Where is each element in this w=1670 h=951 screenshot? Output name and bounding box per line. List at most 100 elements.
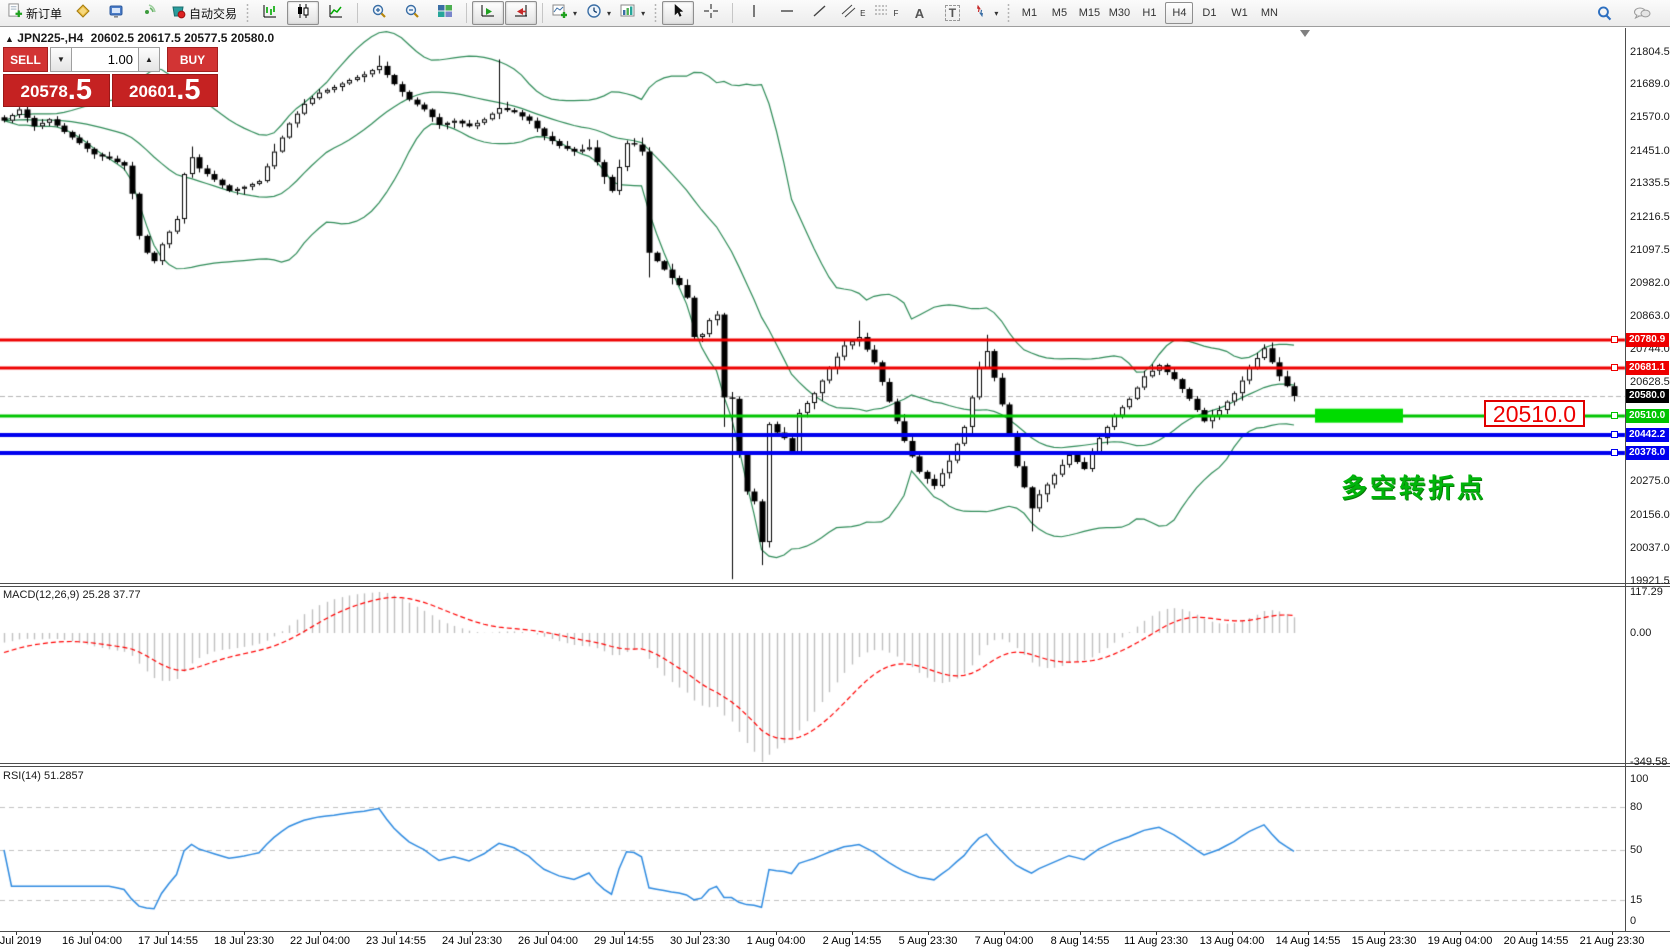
main-chart-canvas[interactable] (0, 28, 1670, 584)
toolbar-grip3[interactable] (1006, 3, 1012, 23)
arrows-icon (973, 3, 989, 24)
level-connector (1611, 412, 1618, 420)
autotrading-icon (170, 3, 186, 24)
time-label: 15 Aug 23:30 (1351, 935, 1417, 947)
timeframe-m1[interactable]: M1 (1021, 7, 1038, 19)
new-order-button[interactable]: 新订单 (4, 1, 66, 25)
signal-icon (141, 3, 157, 24)
text-label-button[interactable]: T (936, 1, 968, 25)
sell-price-frac: .5 (67, 74, 92, 106)
rsi-scale-tick: 15 (1630, 893, 1643, 906)
tile-windows-button[interactable] (429, 1, 461, 25)
text-button[interactable]: A (903, 1, 935, 25)
price-callout[interactable]: 20510.0 (1484, 400, 1585, 427)
zoom-in-button[interactable] (363, 1, 395, 25)
shift-chart-button[interactable] (505, 1, 538, 25)
toolbar-grip[interactable] (245, 3, 251, 23)
pane-separator-rsi[interactable] (0, 763, 1670, 767)
chart-shift-marker[interactable] (1300, 30, 1310, 37)
indicators-caret: ▾ (573, 8, 578, 18)
timeframe-m30[interactable]: M30 (1108, 7, 1131, 19)
fibonacci-button[interactable]: F (870, 1, 902, 25)
candlestick-chart-button[interactable] (287, 1, 320, 25)
indicators-button[interactable]: ▾ (548, 1, 581, 25)
trendline-button[interactable] (804, 1, 836, 25)
price-tick: 20863.0 (1630, 310, 1670, 322)
favorites-button[interactable] (67, 1, 99, 25)
volume-up-button[interactable]: ▲ (138, 47, 160, 72)
time-tick (1384, 932, 1385, 935)
time-label: 18 Jul 23:30 (214, 935, 274, 947)
buy-price-main: 20601 (129, 82, 177, 101)
volume-down-button[interactable]: ▼ (50, 47, 72, 72)
crosshair-button[interactable] (695, 1, 727, 25)
bar-chart-icon (262, 3, 278, 24)
time-label: 17 Jul 14:55 (138, 935, 198, 947)
timeframe-w1[interactable]: W1 (1231, 7, 1248, 19)
level-connector (1611, 364, 1618, 372)
level-connector (1611, 336, 1618, 344)
time-label: 29 Jul 14:55 (594, 935, 654, 947)
autotrading-label: 自动交易 (189, 6, 238, 21)
price-tick: 20156.0 (1630, 508, 1670, 521)
turning-point-annotation[interactable]: 多空转折点 (1341, 473, 1487, 503)
time-axis[interactable]: 4 Jul 2019 16 Jul 04:00 17 Jul 14:55 18 Jul… (0, 932, 1670, 951)
time-tick (396, 932, 397, 935)
time-tick (700, 932, 701, 935)
channel-letter: E (860, 8, 866, 18)
time-tick (1004, 932, 1005, 935)
price-tick: 21097.5 (1630, 244, 1670, 257)
bar-chart-button[interactable] (254, 1, 286, 25)
search-button[interactable] (1588, 1, 1620, 25)
time-tick (168, 932, 169, 935)
new-order-label: 新订单 (26, 6, 63, 21)
time-tick (852, 932, 853, 935)
zoom-out-button[interactable] (396, 1, 428, 25)
time-tick (624, 932, 625, 935)
autotrading-button[interactable]: 自动交易 (166, 1, 241, 25)
signals-button[interactable] (133, 1, 165, 25)
templates-button[interactable]: ▾ (616, 1, 649, 25)
level-price-label: 20510.0 (1626, 408, 1669, 423)
rsi-canvas[interactable] (0, 767, 1670, 930)
autoscroll-icon (480, 3, 496, 24)
pane-separator-macd[interactable] (0, 583, 1670, 587)
vertical-line-button[interactable] (738, 1, 770, 25)
timeframe-m15[interactable]: M15 (1078, 7, 1101, 19)
arrows-caret: ▾ (994, 8, 999, 18)
sell-button[interactable]: SELL (3, 47, 48, 72)
timeframe-h4[interactable]: H4 (1165, 2, 1194, 24)
time-label: 14 Aug 14:55 (1275, 935, 1341, 947)
time-label: 7 Aug 04:00 (974, 935, 1034, 947)
metaeditor-button[interactable] (100, 1, 132, 25)
zoom-out-icon (404, 3, 420, 24)
price-axis-border (1625, 28, 1626, 931)
timeframe-d1[interactable]: D1 (1202, 7, 1217, 19)
chat-button[interactable] (1626, 1, 1658, 25)
buy-price[interactable]: 20601.5 (111, 74, 218, 107)
time-label: 20 Aug 14:55 (1503, 935, 1569, 947)
gold-diamond-icon (75, 3, 91, 24)
line-chart-button[interactable] (320, 1, 352, 25)
buy-button[interactable]: BUY (167, 47, 218, 72)
timeframe-mn[interactable]: MN (1260, 7, 1278, 19)
timeframe-h1[interactable]: H1 (1142, 7, 1157, 19)
macd-canvas[interactable] (0, 587, 1670, 763)
channel-button[interactable]: E (837, 1, 869, 25)
time-tick (16, 932, 17, 935)
cursor-button[interactable] (662, 1, 695, 25)
macd-scale-zero: 0.00 (1630, 627, 1652, 639)
collapse-icon[interactable]: ▲ (5, 34, 14, 44)
timeframe-m5[interactable]: M5 (1051, 7, 1068, 19)
symbol-name: JPN225-,H4 (17, 31, 84, 45)
macd-scale-min: -349.58 (1630, 756, 1668, 768)
time-label: 2 Aug 14:55 (822, 935, 882, 947)
sell-price[interactable]: 20578.5 (3, 74, 110, 107)
periods-button[interactable]: ▾ (582, 1, 615, 25)
toolbar-grip2[interactable] (653, 3, 659, 23)
autoscroll-button[interactable] (472, 1, 505, 25)
horizontal-line-button[interactable] (771, 1, 803, 25)
arrows-button[interactable]: ▾ (969, 1, 1002, 25)
volume-input[interactable] (72, 47, 138, 72)
timeframe-bar: M1 M5 M15 M30 H1 H4 D1 W1 MN (1015, 2, 1283, 24)
